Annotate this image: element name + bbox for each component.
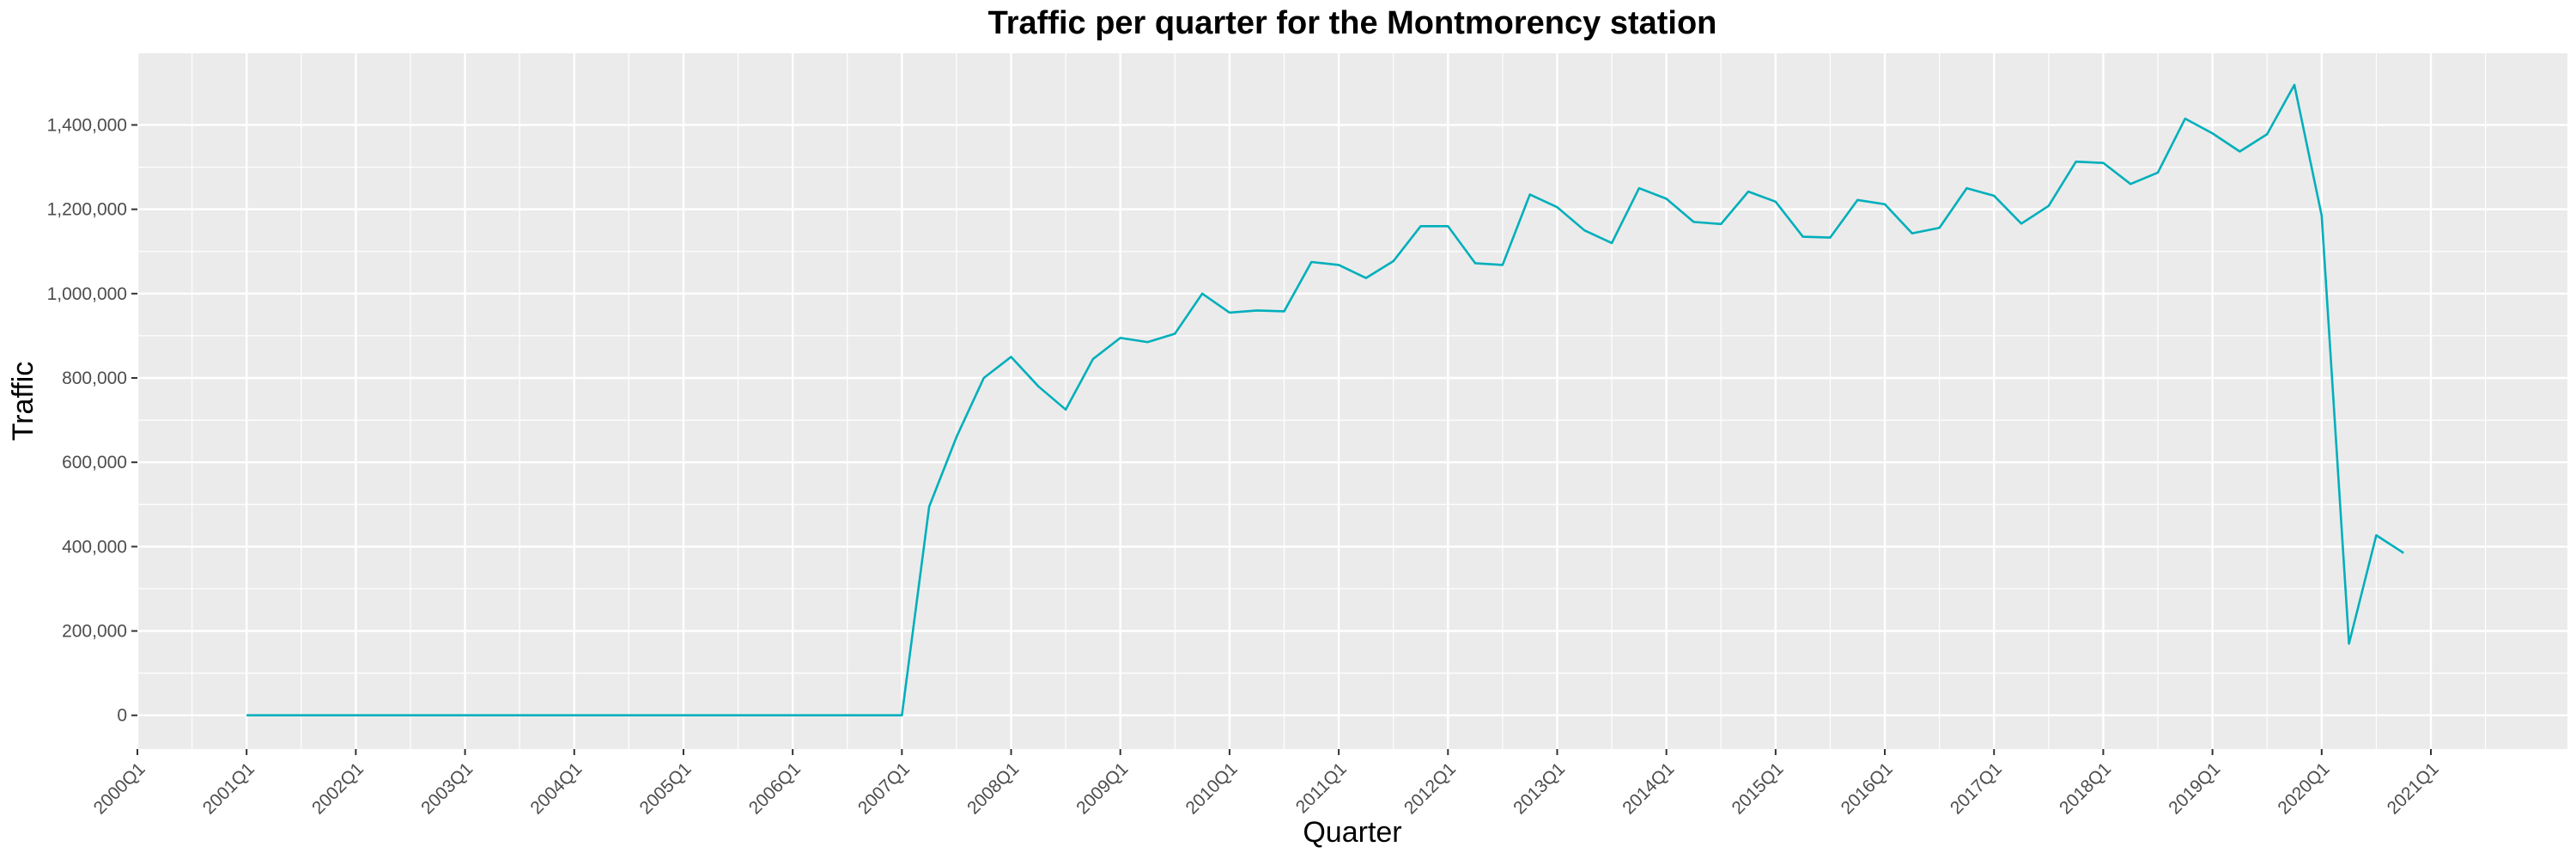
x-tick-label: 2012Q1 xyxy=(1400,758,1460,818)
x-tick-label: 2021Q1 xyxy=(2384,758,2443,818)
x-tick-label: 2003Q1 xyxy=(417,758,477,818)
y-tick-label: 1,200,000 xyxy=(47,200,127,220)
x-tick-label: 2015Q1 xyxy=(1728,758,1787,818)
minor-gridlines xyxy=(137,53,2567,749)
series-line xyxy=(246,83,2404,717)
chart-title: Traffic per quarter for the Montmorency … xyxy=(988,5,1717,41)
x-tick-label: 2013Q1 xyxy=(1510,758,1569,818)
y-axis-title: Traffic xyxy=(7,362,39,442)
x-tick-label: 2002Q1 xyxy=(308,758,368,818)
y-axis: 0 200,000 400,000 600,000 800,000 1,000,000 1,… xyxy=(47,115,137,726)
x-tick-label: 2019Q1 xyxy=(2165,758,2224,818)
y-tick-label: 0 xyxy=(117,706,127,726)
x-tick-label: 2000Q1 xyxy=(90,758,149,818)
major-gridlines xyxy=(136,53,2567,749)
x-tick-label: 2011Q1 xyxy=(1292,758,1351,817)
series-layer xyxy=(246,83,2404,717)
x-axis: 2000Q1 2001Q1 2002Q1 2003Q1 2004Q1 2005Q1 2006… xyxy=(90,749,2443,819)
x-tick-label: 2007Q1 xyxy=(854,758,914,818)
plot-panel xyxy=(137,53,2567,749)
y-tick-label: 800,000 xyxy=(62,369,127,388)
x-tick-label: 2008Q1 xyxy=(963,758,1023,818)
x-tick-label: 2006Q1 xyxy=(745,758,805,818)
x-tick-label: 2009Q1 xyxy=(1072,758,1132,818)
x-tick-label: 2018Q1 xyxy=(2056,758,2115,818)
x-tick-label: 2014Q1 xyxy=(1619,758,1678,818)
y-tick-label: 1,000,000 xyxy=(47,284,127,304)
y-tick-label: 1,400,000 xyxy=(47,115,127,135)
x-axis-title: Quarter xyxy=(1303,816,1401,849)
y-tick-label: 200,000 xyxy=(62,622,127,642)
x-tick-label: 2004Q1 xyxy=(526,758,586,818)
y-tick-label: 600,000 xyxy=(62,453,127,472)
x-tick-label: 2010Q1 xyxy=(1182,758,1242,818)
x-tick-label: 2005Q1 xyxy=(636,758,696,818)
x-tick-label: 2017Q1 xyxy=(1947,758,2006,818)
y-tick-label: 400,000 xyxy=(62,537,127,557)
x-tick-label: 2020Q1 xyxy=(2274,758,2333,818)
x-tick-label: 2016Q1 xyxy=(1838,758,1897,818)
x-tick-label: 2001Q1 xyxy=(199,758,258,818)
